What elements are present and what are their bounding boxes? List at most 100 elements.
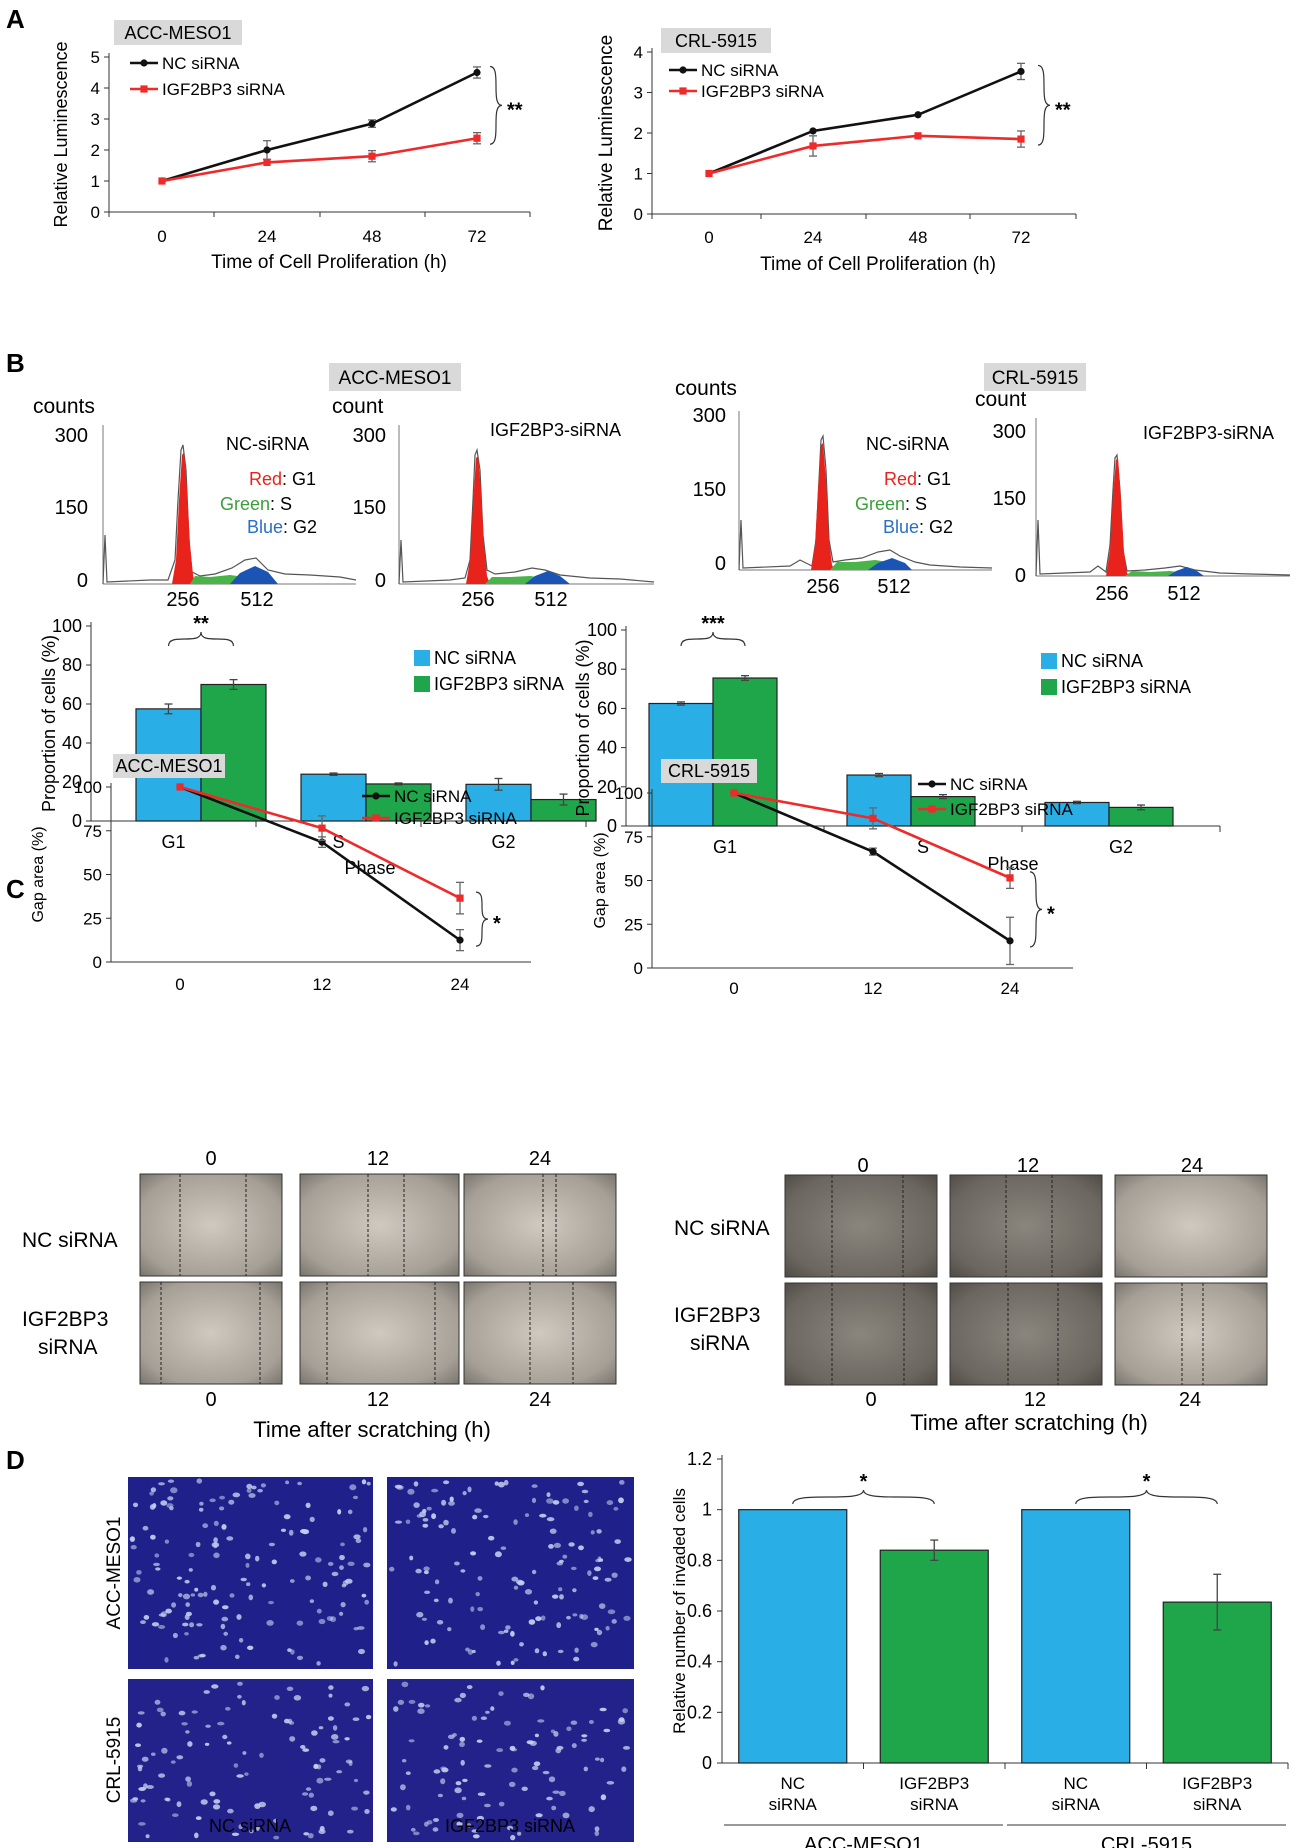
nucleus bbox=[496, 1748, 504, 1753]
nucleus bbox=[408, 1699, 416, 1704]
nucleus bbox=[424, 1640, 429, 1646]
nucleus bbox=[539, 1513, 547, 1518]
nucleus bbox=[299, 1551, 307, 1557]
nucleus bbox=[199, 1501, 204, 1506]
hist-ytick: 300 bbox=[693, 405, 726, 427]
y-tick-label: 60 bbox=[597, 698, 617, 718]
nucleus bbox=[415, 1568, 422, 1574]
nucleus bbox=[570, 1566, 577, 1571]
y-tick-label: 3 bbox=[634, 84, 643, 103]
cell-line-badge bbox=[329, 363, 461, 391]
data-point bbox=[158, 177, 166, 185]
data-point bbox=[368, 120, 376, 128]
hist-xtick: 256 bbox=[1095, 583, 1128, 605]
y-tick-label: 0 bbox=[93, 953, 102, 972]
hist-xtick: 512 bbox=[1167, 583, 1200, 605]
y-tick-label: 0 bbox=[91, 203, 100, 222]
y-tick-label: 1 bbox=[702, 1500, 712, 1520]
nucleus bbox=[614, 1539, 621, 1544]
histogram-igf2bp3 bbox=[1035, 418, 1291, 577]
nucleus bbox=[136, 1570, 142, 1575]
series-line-igf2bp3 bbox=[161, 136, 478, 183]
nucleus bbox=[266, 1620, 274, 1626]
nucleus bbox=[606, 1500, 614, 1506]
nucleus bbox=[326, 1616, 334, 1621]
scratch-col-label: 12 bbox=[1017, 1155, 1039, 1177]
nucleus bbox=[305, 1502, 311, 1509]
nucleus bbox=[431, 1488, 439, 1493]
legend-label: IGF2BP3 siRNA bbox=[434, 674, 564, 694]
nucleus bbox=[255, 1825, 260, 1831]
y-tick-label: 0.2 bbox=[687, 1702, 712, 1722]
nucleus bbox=[550, 1729, 556, 1734]
nucleus bbox=[447, 1734, 455, 1740]
nucleus bbox=[393, 1706, 399, 1712]
nucleus bbox=[618, 1497, 624, 1504]
phase-legend-s: Green: S bbox=[220, 494, 292, 514]
nucleus bbox=[498, 1801, 505, 1807]
nucleus bbox=[249, 1829, 254, 1834]
chart-title: CRL-5915 bbox=[675, 31, 757, 51]
nucleus bbox=[405, 1771, 411, 1775]
nucleus bbox=[303, 1832, 310, 1836]
nucleus bbox=[332, 1725, 338, 1731]
nucleus bbox=[417, 1708, 425, 1714]
nucleus bbox=[533, 1600, 539, 1605]
nucleus bbox=[433, 1769, 441, 1774]
phase-legend-g1: Red: G1 bbox=[884, 469, 951, 489]
x-tick-label: 0 bbox=[729, 979, 738, 998]
nucleus bbox=[410, 1827, 416, 1832]
hist-xtick: 256 bbox=[166, 589, 199, 611]
bar-igf2bp3 bbox=[200, 683, 267, 822]
nucleus bbox=[405, 1519, 411, 1525]
x-tick-label: 24 bbox=[451, 975, 470, 994]
nucleus bbox=[533, 1761, 541, 1767]
nucleus bbox=[421, 1617, 427, 1621]
nucleus bbox=[510, 1660, 515, 1666]
nucleus bbox=[431, 1513, 437, 1520]
nucleus bbox=[202, 1523, 209, 1529]
nucleus bbox=[339, 1554, 345, 1561]
nucleus bbox=[307, 1833, 314, 1839]
nucleus bbox=[185, 1730, 190, 1734]
nucleus bbox=[553, 1542, 562, 1548]
y-axis-label: Proportion of cells (%) bbox=[573, 639, 593, 816]
nucleus bbox=[170, 1760, 176, 1764]
nucleus bbox=[472, 1514, 478, 1520]
nucleus bbox=[572, 1588, 577, 1593]
nucleus bbox=[409, 1555, 414, 1561]
nucleus bbox=[289, 1579, 295, 1583]
nucleus bbox=[519, 1642, 524, 1647]
nucleus bbox=[566, 1726, 572, 1732]
nucleus bbox=[268, 1600, 274, 1605]
nucleus bbox=[296, 1655, 304, 1660]
legend-label: IGF2BP3 siRNA bbox=[162, 80, 285, 99]
nucleus bbox=[160, 1500, 168, 1506]
nucleus bbox=[296, 1620, 304, 1626]
y-tick-label: 75 bbox=[624, 828, 643, 847]
data-point bbox=[809, 142, 817, 150]
nucleus bbox=[337, 1509, 342, 1515]
hist-ytick: 0 bbox=[715, 553, 726, 575]
nucleus bbox=[221, 1524, 227, 1530]
scratch-image bbox=[784, 1174, 938, 1278]
nucleus bbox=[537, 1719, 545, 1723]
significance-brace bbox=[680, 631, 746, 647]
nucleus bbox=[232, 1492, 241, 1498]
nucleus bbox=[160, 1611, 167, 1618]
nucleus bbox=[508, 1781, 516, 1787]
scratch-col-label: 0 bbox=[857, 1155, 868, 1177]
hist-ytick: 300 bbox=[993, 421, 1026, 443]
nucleus bbox=[238, 1638, 244, 1643]
significance-brace bbox=[792, 1489, 935, 1505]
nucleus bbox=[490, 1706, 495, 1711]
nucleus bbox=[141, 1756, 149, 1762]
nucleus bbox=[308, 1792, 314, 1798]
scratch-xlabel: Time after scratching (h) bbox=[253, 1417, 491, 1442]
nucleus bbox=[189, 1622, 195, 1628]
nucleus bbox=[480, 1716, 487, 1720]
y-axis-label: Proportion of cells (%) bbox=[39, 635, 59, 812]
nucleus bbox=[289, 1736, 296, 1742]
nucleus bbox=[460, 1569, 466, 1573]
nucleus bbox=[534, 1648, 540, 1654]
